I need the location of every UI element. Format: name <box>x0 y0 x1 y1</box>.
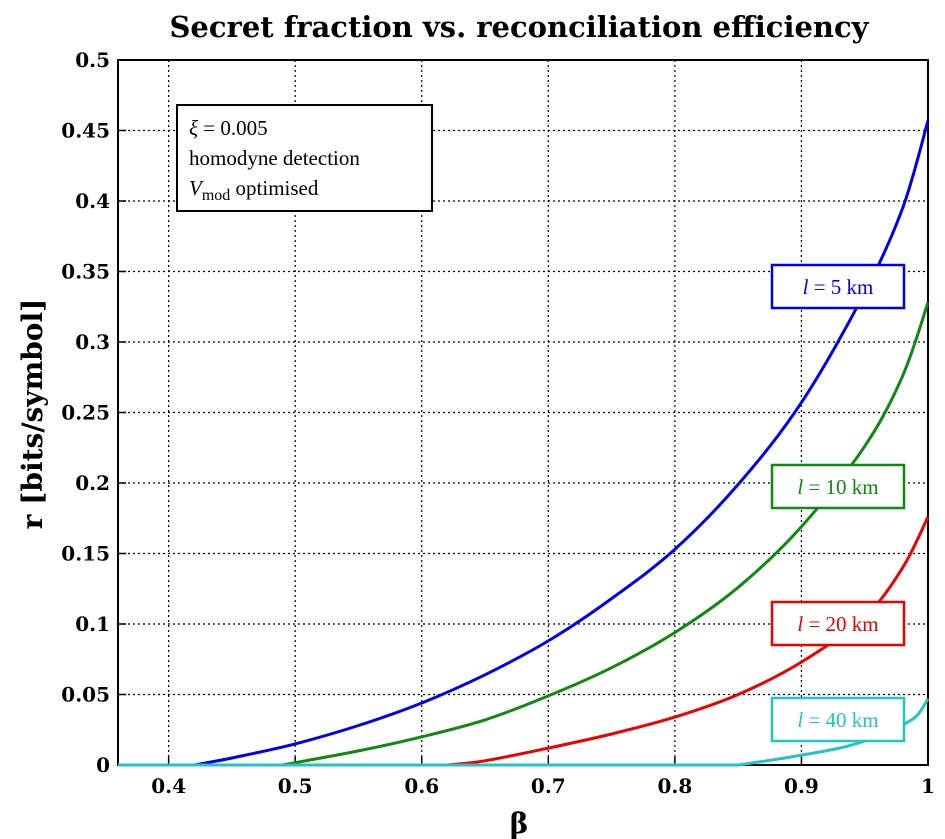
x-tick-label: 0.8 <box>657 774 692 798</box>
series-label-value: = 10 km <box>803 475 878 499</box>
xi-symbol: ξ <box>189 116 198 140</box>
y-axis-label: r [bits/symbol] <box>16 299 49 530</box>
series-label-value: = 40 km <box>803 708 878 732</box>
x-tick-label: 0.4 <box>151 774 186 798</box>
series-label-frame <box>770 463 906 510</box>
vmod-rest: optimised <box>230 176 319 200</box>
series-line-0 <box>193 120 930 767</box>
x-tick-label: 1 <box>921 774 935 798</box>
x-tick-label: 0.7 <box>531 774 566 798</box>
xi-value: = 0.005 <box>198 116 268 140</box>
info-line-xi: ξ = 0.005 <box>189 116 268 140</box>
series-label-var: l <box>797 475 803 499</box>
series-line-2 <box>446 516 930 767</box>
info-box: ξ = 0.005 homodyne detection Vmod optimi… <box>176 104 433 212</box>
vmod-subscript: mod <box>202 187 230 204</box>
x-axis-label: β <box>510 807 529 839</box>
series-label-text: l = 10 km <box>797 475 878 499</box>
y-tick-label: 0.45 <box>61 119 110 143</box>
grid-lines <box>118 60 928 765</box>
x-tick-label: 0.5 <box>278 774 313 798</box>
series-line-1 <box>282 302 930 767</box>
series-label-frame <box>770 696 906 743</box>
series-label-2: l = 20 km <box>770 600 906 647</box>
series-line-3 <box>737 697 930 767</box>
y-tick-label: 0.05 <box>61 683 110 707</box>
series-curves <box>118 120 930 767</box>
y-tick-label: 0.5 <box>75 48 110 72</box>
series-label-text: l = 40 km <box>797 708 878 732</box>
series-label-value: = 20 km <box>803 612 878 636</box>
y-tick-label: 0.4 <box>75 189 110 213</box>
axis-ticks: 0.4 0.5 0.6 0.7 0.8 0.9 1 0 0.05 0.1 0.15 0.2 0.25 0.… <box>61 48 935 798</box>
vmod-symbol: V <box>189 176 204 200</box>
series-label-3: l = 40 km <box>770 696 906 743</box>
x-tick-label: 0.6 <box>404 774 439 798</box>
info-line-detection: homodyne detection <box>189 146 360 170</box>
series-labels: l = 5 kml = 10 kml = 20 kml = 40 km <box>770 263 906 743</box>
series-label-0: l = 5 km <box>770 263 906 310</box>
y-tick-label: 0.1 <box>75 612 110 636</box>
series-label-var: l <box>797 708 803 732</box>
y-tick-label: 0.3 <box>75 330 110 354</box>
x-tick-label: 0.9 <box>784 774 819 798</box>
y-tick-label: 0.25 <box>61 401 110 425</box>
y-tick-label: 0.35 <box>61 260 110 284</box>
chart-title: Secret fraction vs. reconciliation effic… <box>169 10 869 44</box>
series-label-value: = 5 km <box>808 275 873 299</box>
series-label-text: l = 5 km <box>803 275 874 299</box>
series-label-var: l <box>803 275 809 299</box>
series-label-frame <box>770 263 906 310</box>
info-box-frame <box>176 104 433 212</box>
y-tick-label: 0.2 <box>75 471 110 495</box>
series-label-frame <box>770 600 906 647</box>
y-tick-label: 0 <box>96 753 110 777</box>
series-label-var: l <box>797 612 803 636</box>
series-label-1: l = 10 km <box>770 463 906 510</box>
info-line-vmod: Vmod optimised <box>189 176 319 204</box>
series-label-text: l = 20 km <box>797 612 878 636</box>
y-tick-label: 0.15 <box>61 542 110 566</box>
